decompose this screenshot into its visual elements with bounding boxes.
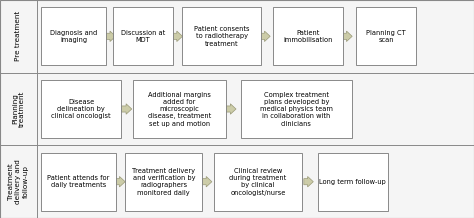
FancyArrow shape — [106, 31, 116, 41]
Text: Treatment delivery
and verification by
radiographers
monitored daily: Treatment delivery and verification by r… — [132, 168, 195, 196]
Text: Pre treatment: Pre treatment — [16, 11, 21, 61]
Text: Clinical review
during treatment
by clinical
oncologist/nurse: Clinical review during treatment by clin… — [229, 168, 287, 196]
FancyArrow shape — [226, 104, 236, 114]
Text: Disease
delineation by
clinical oncologist: Disease delineation by clinical oncologi… — [51, 99, 111, 119]
Text: Diagnosis and
imaging: Diagnosis and imaging — [50, 30, 97, 43]
Text: Treatment
delivery and
follow-up: Treatment delivery and follow-up — [9, 159, 28, 204]
FancyArrow shape — [261, 31, 270, 41]
Text: Planning
treatment: Planning treatment — [12, 91, 25, 127]
FancyArrow shape — [173, 31, 182, 41]
FancyBboxPatch shape — [182, 7, 261, 65]
FancyBboxPatch shape — [41, 80, 121, 138]
FancyArrow shape — [304, 177, 313, 187]
FancyBboxPatch shape — [41, 153, 116, 211]
FancyBboxPatch shape — [41, 7, 106, 65]
Text: Complex treatment
plans developed by
medical physics team
in collaboration with
: Complex treatment plans developed by med… — [260, 92, 333, 126]
FancyArrow shape — [121, 104, 132, 114]
FancyBboxPatch shape — [125, 153, 202, 211]
FancyBboxPatch shape — [133, 80, 226, 138]
Text: Patient consents
to radiotherapy
treatment: Patient consents to radiotherapy treatme… — [194, 26, 249, 47]
Text: Discussion at
MDT: Discussion at MDT — [121, 30, 165, 43]
Text: Patient
immobilisation: Patient immobilisation — [283, 30, 332, 43]
FancyArrow shape — [343, 31, 352, 41]
FancyArrow shape — [116, 177, 125, 187]
FancyBboxPatch shape — [113, 7, 173, 65]
FancyBboxPatch shape — [214, 153, 302, 211]
Text: Planning CT
scan: Planning CT scan — [366, 30, 406, 43]
Text: Long term follow-up: Long term follow-up — [319, 179, 386, 185]
FancyArrow shape — [202, 177, 212, 187]
Text: Patient attends for
daily treatments: Patient attends for daily treatments — [47, 175, 109, 188]
Text: Additional margins
added for
microscopic
disease, treatment
set up and motion: Additional margins added for microscopic… — [147, 92, 211, 126]
FancyBboxPatch shape — [273, 7, 343, 65]
FancyBboxPatch shape — [318, 153, 388, 211]
FancyBboxPatch shape — [356, 7, 416, 65]
FancyBboxPatch shape — [241, 80, 352, 138]
